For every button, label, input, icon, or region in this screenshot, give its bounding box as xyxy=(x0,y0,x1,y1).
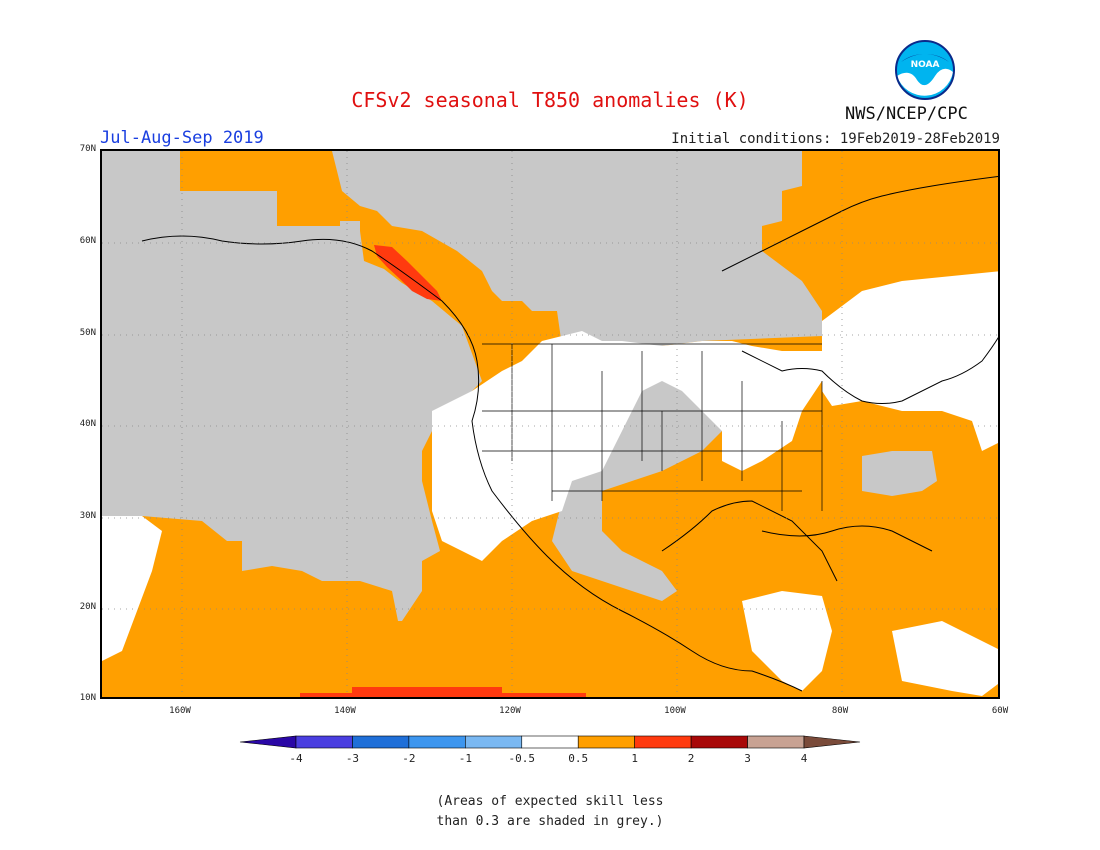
low-skill-region-canada xyxy=(332,151,822,351)
lat-label-20n: 20N xyxy=(79,602,96,612)
colorbar-tick-label: -0.5 xyxy=(508,752,536,765)
colorbar-tick-label: 0.5 xyxy=(568,752,589,765)
colorbar-segment xyxy=(465,735,523,749)
lon-label-80w: 80W xyxy=(831,706,849,716)
skill-note-line-2: than 0.3 are shaded in grey.) xyxy=(436,814,664,829)
lon-label-160w: 160W xyxy=(169,706,191,716)
colorbar xyxy=(239,735,861,749)
colorbar-tick-label: -4 xyxy=(289,752,303,765)
colorbar-tick-label: 2 xyxy=(687,752,695,765)
lat-label-40n: 40N xyxy=(79,419,96,429)
colorbar-tick-label: 1 xyxy=(631,752,638,765)
colorbar-tick-label: 3 xyxy=(744,752,751,765)
colorbar-segment xyxy=(408,735,466,749)
low-skill-region-atlantic xyxy=(862,451,937,496)
colorbar-tick-label: -2 xyxy=(402,752,416,765)
neutral-region-east-caribbean xyxy=(892,621,998,696)
anomaly-map xyxy=(100,149,1000,699)
colorbar-segment xyxy=(295,735,353,749)
neutral-region-west-pacific xyxy=(102,516,162,661)
colorbar-segments xyxy=(239,735,861,749)
noaa-logo-icon: NOAA xyxy=(895,40,955,100)
lat-label-60n: 60N xyxy=(79,236,96,246)
lon-label-140w: 140W xyxy=(334,706,356,716)
lon-label-120w: 120W xyxy=(499,706,521,716)
lat-label-10n: 10N xyxy=(79,693,96,703)
lon-label-100w: 100W xyxy=(664,706,686,716)
neutral-region-usa xyxy=(432,331,822,561)
coastlines xyxy=(141,176,998,692)
colorbar-segment xyxy=(690,735,748,749)
colorbar-segment xyxy=(352,735,410,749)
state-borders xyxy=(482,343,823,511)
colorbar-segment xyxy=(747,735,805,749)
neutral-region-caribbean xyxy=(742,591,832,691)
graticule xyxy=(102,151,998,697)
strong-warm-region-pacific-core xyxy=(352,687,502,697)
colorbar-segment-high xyxy=(803,735,861,749)
lat-label-50n: 50N xyxy=(79,328,96,338)
logo-text: NOAA xyxy=(911,60,940,70)
neutral-region-labrador xyxy=(822,271,998,451)
initial-conditions: Initial conditions: 19Feb2019-28Feb2019 xyxy=(671,131,1000,147)
skill-note-line-1: (Areas of expected skill less xyxy=(436,794,664,809)
colorbar-segment xyxy=(634,735,692,749)
skill-note: (Areas of expected skill less than 0.3 a… xyxy=(0,792,1100,832)
season-label: Jul-Aug-Sep 2019 xyxy=(100,128,264,148)
colorbar-tick-label: -3 xyxy=(345,752,360,765)
chart-title: CFSv2 seasonal T850 anomalies (K) xyxy=(351,88,749,112)
colorbar-tick-label: 4 xyxy=(800,752,808,765)
colorbar-segment xyxy=(521,735,579,749)
map-canvas xyxy=(102,151,998,697)
agency-label: NWS/NCEP/CPC xyxy=(845,104,968,124)
colorbar-segment-low xyxy=(239,735,297,749)
lat-label-30n: 30N xyxy=(79,511,96,521)
colorbar-segment xyxy=(577,735,635,749)
low-skill-region-pacific xyxy=(102,151,482,621)
lat-label-70n: 70N xyxy=(79,144,96,154)
strong-warm-region-alaska xyxy=(374,245,442,301)
lon-label-60w: 60W xyxy=(991,706,1009,716)
colorbar-tick-label: -1 xyxy=(458,752,472,765)
